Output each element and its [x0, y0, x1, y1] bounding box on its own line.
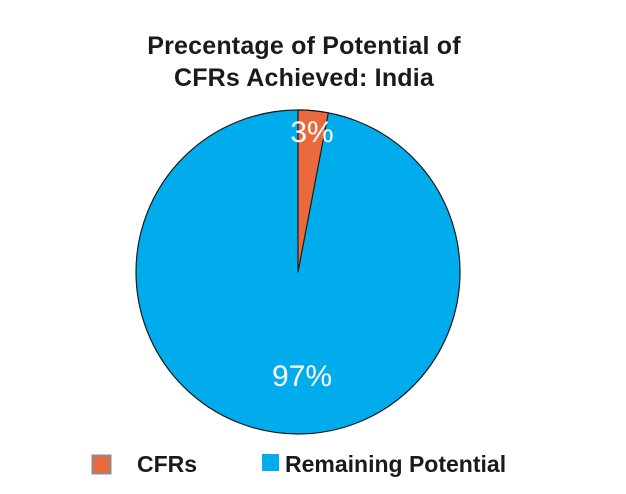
data-label-remaining-potential: 97%: [272, 360, 332, 393]
legend-swatch-remaining-potential-icon: [262, 454, 279, 471]
legend-swatch-cfrs-icon: [91, 454, 112, 475]
remaining-potential-color-square-icon: [262, 454, 279, 471]
legend-label-remaining-potential: Remaining Potential: [285, 451, 507, 477]
chart-title: Precentage of Potential of CFRs Achieved…: [0, 30, 608, 94]
chart-title-line-1: Precentage of Potential of: [147, 32, 461, 60]
data-label-cfrs: 3%: [290, 116, 333, 149]
pie-slice-cfrs: [297, 109, 329, 273]
chart-title-line-2: CFRs Achieved: India: [173, 64, 435, 92]
cfrs-color-square-icon: [91, 454, 112, 475]
legend-label-cfrs: CFRs: [137, 451, 198, 477]
